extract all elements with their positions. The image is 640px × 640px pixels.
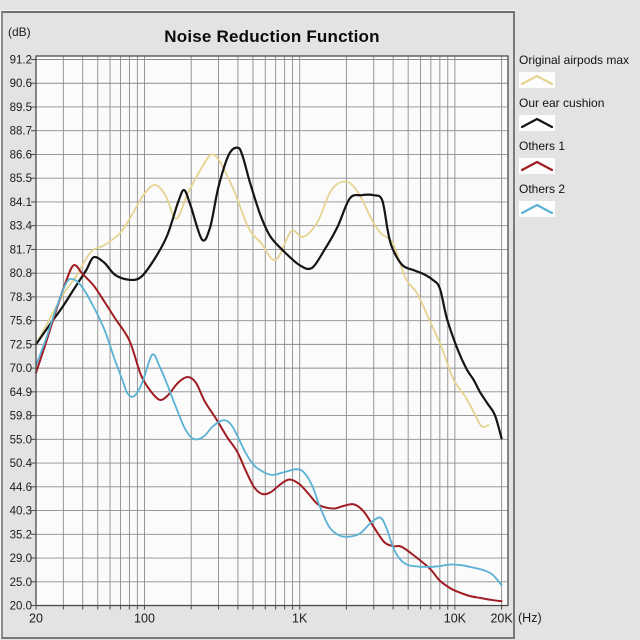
y-tick-label: 90.6 xyxy=(10,78,32,90)
gridlines xyxy=(35,56,508,606)
y-tick-label: 44.6 xyxy=(10,482,32,494)
x-tick-label: 10K xyxy=(444,612,467,626)
y-tick-label: 70.0 xyxy=(10,363,32,375)
plot-area: 91.2 90.6 89.5 88.7 86.6 85.5 84.1 83.4 81.7 80.8… xyxy=(10,55,513,626)
plot-border xyxy=(35,55,509,607)
legend-label-our-ear-cushion: Our ear cushion xyxy=(519,96,605,110)
legend-label-original-airpods-max: Original airpods max xyxy=(519,53,630,67)
legend-item-others-2: Others 2 xyxy=(519,181,639,217)
y-tick-label: 89.5 xyxy=(10,102,32,114)
y-tick-label: 35.2 xyxy=(10,529,32,541)
chevron-line-icon xyxy=(520,160,554,172)
plot-background xyxy=(36,56,508,606)
y-tick-label: 86.6 xyxy=(10,149,32,161)
series-others-1 xyxy=(35,264,503,603)
chevron-line-icon xyxy=(520,74,554,86)
x-axis-ticks: 20 100 1K 10K 20K xyxy=(29,605,513,626)
legend-swatch-our-ear-cushion xyxy=(519,115,555,131)
y-tick-label: 25.0 xyxy=(10,577,32,589)
x-tick-label: 100 xyxy=(134,612,155,626)
legend-swatch-others-2 xyxy=(519,201,555,217)
x-tick-label: 20K xyxy=(490,612,513,626)
y-tick-label: 75.6 xyxy=(10,316,32,328)
y-tick-label: 55.0 xyxy=(10,434,32,446)
chart-panel: (dB) Noise Reduction Function 91.2 90.6 89… xyxy=(1,11,515,639)
y-tick-label: 85.5 xyxy=(10,173,32,185)
y-unit-label: (dB) xyxy=(8,25,31,39)
y-tick-label: 81.7 xyxy=(10,244,32,256)
y-tick-label: 50.4 xyxy=(10,458,33,470)
legend-item-others-1: Others 1 xyxy=(519,138,639,174)
y-tick-label: 64.9 xyxy=(10,387,32,399)
y-axis-ticks: 91.2 90.6 89.5 88.7 86.6 85.5 84.1 83.4 81.7 80.8… xyxy=(10,55,36,613)
chevron-line-icon xyxy=(520,203,554,215)
legend-item-original-airpods-max: Original airpods max xyxy=(519,52,639,88)
x-tick-label: 20 xyxy=(29,612,43,626)
series-others-2 xyxy=(35,277,503,586)
y-tick-label: 84.1 xyxy=(10,197,32,209)
y-tick-label: 40.3 xyxy=(10,506,32,518)
legend-item-our-ear-cushion: Our ear cushion xyxy=(519,95,639,131)
y-tick-label: 72.5 xyxy=(10,339,32,351)
x-tick-label: 1K xyxy=(292,612,308,626)
chart-title: Noise Reduction Function xyxy=(164,27,380,46)
y-tick-label: 29.0 xyxy=(10,553,32,565)
legend-swatch-others-1 xyxy=(519,158,555,174)
x-unit-label: (Hz) xyxy=(518,611,542,625)
series-our-ear-cushion xyxy=(34,146,503,440)
legend: Original airpods max Our ear cushion Other… xyxy=(519,52,639,224)
y-tick-label: 80.8 xyxy=(10,268,32,280)
series-original-airpods-max xyxy=(35,153,490,428)
legend-swatch-original-airpods-max xyxy=(519,72,555,88)
y-tick-label: 20.0 xyxy=(10,601,32,613)
y-tick-label: 83.4 xyxy=(10,221,33,233)
y-tick-label: 91.2 xyxy=(10,55,32,67)
y-tick-label: 59.8 xyxy=(10,411,32,423)
legend-label-others-2: Others 2 xyxy=(519,182,566,196)
y-tick-label: 78.3 xyxy=(10,292,32,304)
legend-label-others-1: Others 1 xyxy=(519,139,566,153)
y-tick-label: 88.7 xyxy=(10,126,32,138)
chevron-line-icon xyxy=(520,117,554,129)
